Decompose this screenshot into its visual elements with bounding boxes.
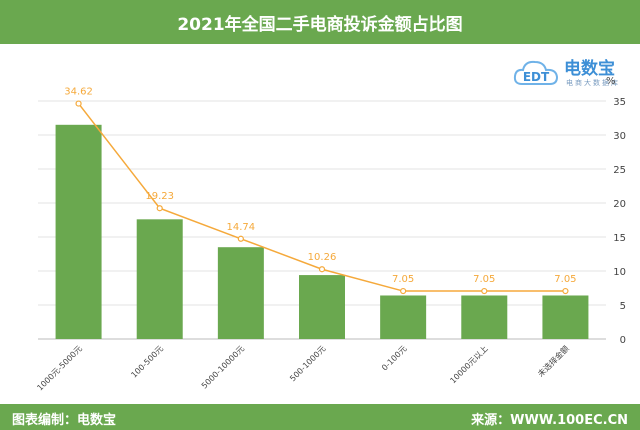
x-tick-label: 500-1000元 xyxy=(288,344,327,383)
cloud-logo-icon: EDT xyxy=(513,60,559,85)
line-point xyxy=(562,287,569,295)
y-tick-label: 0 xyxy=(620,335,626,346)
data-label: 7.05 xyxy=(554,274,576,285)
bar-series xyxy=(55,124,589,339)
x-tick-label: 0-100元 xyxy=(380,344,408,372)
x-tick-label: 10000元以上 xyxy=(448,344,489,385)
bar xyxy=(217,247,264,339)
footer-credit: 图表编制：电数宝 xyxy=(12,413,117,428)
x-tick-label: 1000元-5000元 xyxy=(35,344,84,393)
logo-subtitle: 电商大数据库 xyxy=(566,79,620,87)
data-label: 7.05 xyxy=(392,274,414,285)
x-tick-label: 未选择金额 xyxy=(535,343,570,378)
x-axis: 1000元-5000元 100-500元 5000-10000元 500-1000元 0… xyxy=(35,343,570,392)
chart-footer: 图表编制：电数宝 来源：WWW.100EC.CN xyxy=(0,404,640,430)
data-label: 7.05 xyxy=(473,274,495,285)
chart-header: 2021年全国二手电商投诉金额占比图 xyxy=(0,0,640,44)
logo-mark: EDT xyxy=(523,70,550,84)
logo-brand: 电数宝 xyxy=(564,59,615,79)
bar xyxy=(299,275,345,339)
line-point xyxy=(318,266,326,273)
y-axis-unit: % xyxy=(606,76,616,87)
data-label: 10.26 xyxy=(308,252,337,263)
line-point xyxy=(156,205,163,212)
data-label: 34.62 xyxy=(64,87,93,98)
line-point xyxy=(75,100,82,107)
x-tick-label: 5000-10000元 xyxy=(200,344,246,390)
y-tick-label: 25 xyxy=(613,165,626,176)
grid-lines xyxy=(38,100,606,340)
y-tick-label: 30 xyxy=(613,131,626,142)
y-tick-label: 15 xyxy=(613,233,626,244)
x-tick-label: 100-500元 xyxy=(129,344,165,380)
y-tick-label: 35 xyxy=(613,97,626,108)
line-point xyxy=(400,287,407,295)
line-series: 34.62 19.23 14.74 10.26 7.05 7.05 7.05 xyxy=(64,87,577,295)
y-tick-label: 20 xyxy=(613,199,626,210)
data-label: 19.23 xyxy=(145,191,174,202)
bar xyxy=(136,219,183,339)
line-point xyxy=(481,287,488,295)
y-tick-label: 5 xyxy=(620,301,626,312)
data-label: 14.74 xyxy=(227,222,256,233)
y-axis: 0 5 10 15 20 25 30 35 xyxy=(613,97,626,346)
bar xyxy=(380,295,427,339)
bar xyxy=(542,295,589,339)
chart-title: 2021年全国二手电商投诉金额占比图 xyxy=(177,14,463,35)
logo: EDT 电数宝 电商大数据库 xyxy=(512,52,632,92)
line-point xyxy=(237,235,244,242)
y-tick-label: 10 xyxy=(613,267,626,278)
bar xyxy=(461,295,508,339)
bar xyxy=(55,124,102,339)
footer-source: 来源：WWW.100EC.CN xyxy=(471,413,628,428)
